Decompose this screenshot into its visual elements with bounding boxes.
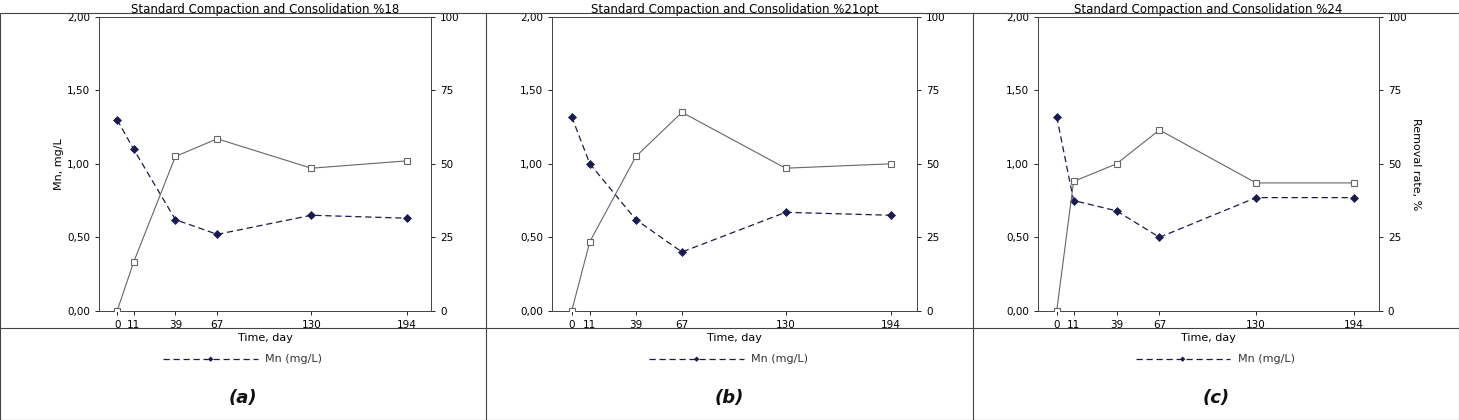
Text: ◆: ◆: [694, 356, 699, 362]
Text: (c): (c): [1202, 389, 1230, 407]
Text: ◆: ◆: [207, 356, 213, 362]
Title: Standard Compaction and Consolidation %21opt: Standard Compaction and Consolidation %2…: [591, 3, 878, 16]
Text: Mn (mg/L): Mn (mg/L): [751, 354, 808, 364]
Text: (a): (a): [229, 389, 257, 407]
Text: (b): (b): [715, 389, 744, 407]
Text: Mn (mg/L): Mn (mg/L): [1237, 354, 1294, 364]
Title: Standard Compaction and Consolidation %18: Standard Compaction and Consolidation %1…: [131, 3, 400, 16]
X-axis label: Time, day: Time, day: [1182, 333, 1236, 343]
Text: Mn (mg/L): Mn (mg/L): [266, 354, 322, 364]
Text: ◆: ◆: [1180, 356, 1186, 362]
Title: Standard Compaction and Consolidation %24: Standard Compaction and Consolidation %2…: [1074, 3, 1342, 16]
X-axis label: Time, day: Time, day: [238, 333, 292, 343]
Y-axis label: Mn, mg/L: Mn, mg/L: [54, 138, 64, 190]
X-axis label: Time, day: Time, day: [708, 333, 762, 343]
Y-axis label: Removal rate, %: Removal rate, %: [1411, 118, 1421, 210]
